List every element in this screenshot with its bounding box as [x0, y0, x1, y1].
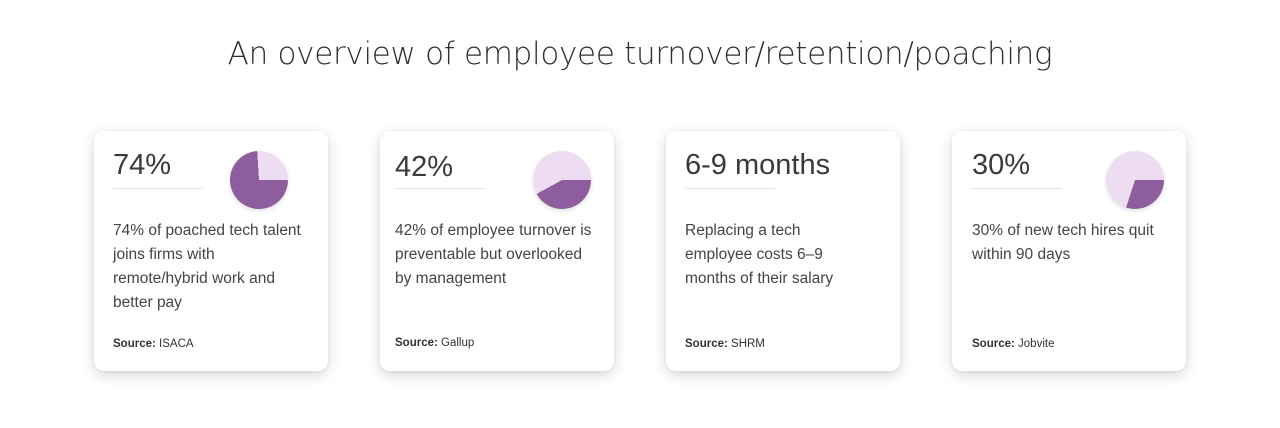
- stat-card-jobvite: 30% 30% of new tech hires quit within 90…: [952, 131, 1186, 371]
- pie-chart-icon: [230, 151, 288, 209]
- source-line: Source: Jobvite: [972, 338, 1054, 350]
- stat-card-shrm: 6-9 months Replacing a tech employee cos…: [666, 131, 900, 371]
- stat-value: 42%: [395, 151, 454, 183]
- source-name: SHRM: [731, 338, 765, 350]
- source-name: Jobvite: [1018, 338, 1055, 350]
- divider: [395, 188, 485, 189]
- stat-card-isaca: 74% 74% of poached tech talent joins fir…: [94, 131, 328, 371]
- pie-chart-icon: [533, 151, 591, 209]
- stat-value: 30%: [972, 149, 1031, 181]
- pie-chart-icon: [1106, 151, 1164, 209]
- page-title: An overview of employee turnover/retenti…: [227, 36, 1053, 72]
- stat-value: 6-9 months: [685, 149, 831, 181]
- source-label: Source:: [685, 338, 728, 350]
- stat-description: 74% of poached tech talent joins firms w…: [113, 222, 301, 311]
- source-line: Source: ISACA: [113, 338, 194, 350]
- source-label: Source:: [113, 338, 156, 350]
- stat-description: 42% of employee turnover is preventable …: [395, 222, 592, 287]
- source-line: Source: Gallup: [395, 337, 474, 349]
- source-label: Source:: [395, 337, 438, 349]
- stat-description: Replacing a tech employee costs 6–9 mont…: [685, 222, 834, 287]
- source-line: Source: SHRM: [685, 338, 765, 350]
- source-name: ISACA: [159, 338, 194, 350]
- divider: [113, 188, 203, 189]
- source-name: Gallup: [441, 337, 475, 349]
- source-label: Source:: [972, 338, 1015, 350]
- stat-description: 30% of new tech hires quit within 90 day…: [972, 222, 1154, 263]
- stat-card-gallup: 42% 42% of employee turnover is preventa…: [380, 131, 614, 371]
- divider: [972, 188, 1062, 189]
- stat-value: 74%: [113, 149, 172, 181]
- divider: [685, 188, 775, 189]
